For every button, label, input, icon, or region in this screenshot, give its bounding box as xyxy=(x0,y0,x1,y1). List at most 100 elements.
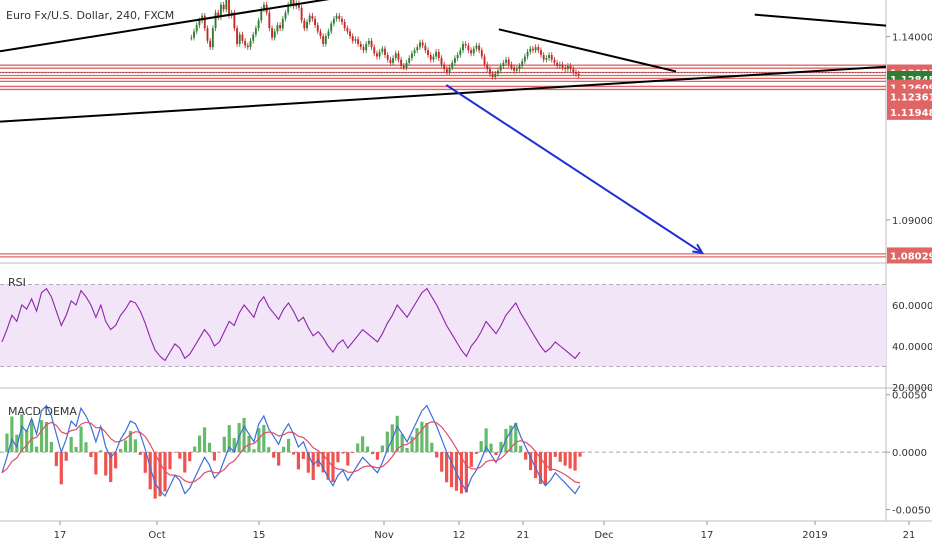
macd-histogram-bar xyxy=(469,452,473,467)
macd-histogram-bar xyxy=(123,440,128,453)
macd-histogram-bar xyxy=(207,442,212,453)
candle-body xyxy=(545,58,548,60)
candle-body xyxy=(531,48,534,51)
candle-body xyxy=(542,54,545,60)
candle-body xyxy=(499,65,502,71)
macd-histogram-bar xyxy=(168,452,172,470)
macd-histogram-bar xyxy=(356,443,360,453)
candle-body xyxy=(228,0,230,16)
macd-histogram-bar xyxy=(420,421,424,453)
macd-histogram-bar xyxy=(39,420,44,453)
macd-histogram-bar xyxy=(34,446,39,453)
candle-body xyxy=(564,67,567,70)
macd-histogram-bar xyxy=(464,452,468,493)
candle-body xyxy=(308,15,311,22)
macd-histogram-bar xyxy=(15,434,19,453)
candle-body xyxy=(429,54,432,60)
macd-histogram-bar xyxy=(104,452,108,476)
candle-body xyxy=(271,28,273,38)
macd-histogram-bar xyxy=(514,422,518,453)
macd-histogram-bar xyxy=(114,452,118,469)
candle-body xyxy=(287,4,290,13)
candle-body xyxy=(445,69,448,73)
candle-body xyxy=(464,43,467,46)
candle-body xyxy=(341,18,343,22)
candle-body xyxy=(421,42,424,46)
candle-body xyxy=(467,45,470,51)
macd-histogram-bar xyxy=(484,428,488,453)
macd-histogram-bar xyxy=(64,452,68,461)
macd-histogram-bar xyxy=(69,436,73,453)
candle-body xyxy=(263,4,265,10)
candle-body xyxy=(249,40,252,48)
macd-histogram-bar xyxy=(301,452,305,459)
macd-histogram-bar xyxy=(306,452,310,473)
macd-histogram-bar xyxy=(543,452,548,486)
trendline xyxy=(0,65,887,123)
candle-body xyxy=(206,28,209,41)
candle-body xyxy=(316,25,319,32)
price-tick-label: 1.09000 xyxy=(892,216,932,227)
macd-histogram-bar xyxy=(94,452,98,475)
candle-body xyxy=(518,65,521,70)
macd-tick-label: 0.0050 xyxy=(892,391,927,402)
macd-histogram-bar xyxy=(449,452,454,488)
macd-histogram-bar xyxy=(232,438,236,453)
macd-histogram-bar xyxy=(459,452,464,494)
candle-body xyxy=(324,36,327,44)
macd-histogram-bar xyxy=(553,452,557,457)
time-tick-label: 21 xyxy=(903,530,916,541)
candle-body xyxy=(260,9,263,21)
macd-histogram-bar xyxy=(133,439,137,453)
candle-body xyxy=(437,51,440,59)
candle-body xyxy=(384,48,386,55)
macd-histogram-bar xyxy=(59,452,63,485)
macd-histogram-bar xyxy=(474,452,478,454)
candle-body xyxy=(526,51,529,57)
candle-body xyxy=(572,69,575,73)
candle-body xyxy=(276,25,279,32)
candle-body xyxy=(198,20,201,26)
candle-body xyxy=(558,64,561,66)
candle-body xyxy=(362,47,365,51)
candle-body xyxy=(322,36,325,44)
candle-body xyxy=(561,64,564,68)
macd-histogram-bar xyxy=(178,452,182,459)
price-tag-label: 1.11948 xyxy=(890,108,932,119)
candle-body xyxy=(448,67,451,73)
macd-histogram-bar xyxy=(385,431,389,453)
macd-histogram-bar xyxy=(252,449,256,453)
macd-histogram-bar xyxy=(425,423,429,453)
macd-histogram-bar xyxy=(430,442,434,453)
candle-body xyxy=(217,12,220,18)
candle-body xyxy=(470,50,473,54)
candle-body xyxy=(370,40,373,48)
candle-body xyxy=(389,59,392,63)
candle-body xyxy=(386,54,389,60)
candle-body xyxy=(400,59,403,66)
macd-histogram-bar xyxy=(375,452,380,460)
candle-body xyxy=(432,56,435,60)
candle-body xyxy=(190,37,193,39)
candle-body xyxy=(254,28,257,35)
candle-body xyxy=(241,34,244,41)
candle-body xyxy=(451,62,454,68)
time-tick-label: 21 xyxy=(517,530,530,541)
macd-histogram-bar xyxy=(188,452,192,462)
macd-histogram-bar xyxy=(10,416,14,453)
candle-body xyxy=(238,34,241,44)
candle-body xyxy=(303,20,306,29)
candle-body xyxy=(314,18,317,26)
candle-body xyxy=(209,40,212,48)
candle-body xyxy=(244,40,247,46)
rsi-tick-label: 20.0000 xyxy=(892,383,932,394)
candle-body xyxy=(351,36,354,41)
candle-body xyxy=(550,54,553,60)
trendline xyxy=(754,13,887,27)
candle-body xyxy=(494,73,497,77)
candle-body xyxy=(268,12,271,29)
candle-body xyxy=(443,64,446,70)
candle-body xyxy=(349,31,351,37)
candle-body xyxy=(478,45,481,51)
macd-histogram-bar xyxy=(118,448,123,453)
